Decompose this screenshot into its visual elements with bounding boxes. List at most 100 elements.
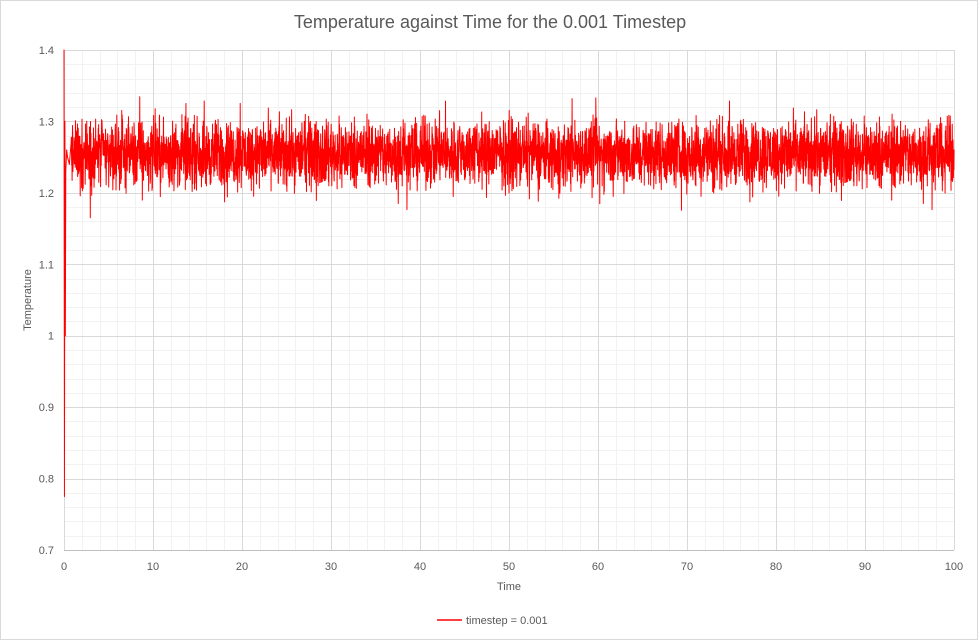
data-point [161, 163, 163, 165]
data-point [357, 156, 359, 158]
x-tick-label: 100 [945, 561, 963, 573]
data-point [66, 149, 68, 151]
data-point [277, 142, 279, 144]
data-point [410, 135, 412, 137]
data-point [579, 135, 581, 137]
data-point [125, 128, 127, 130]
data-point [508, 192, 510, 194]
data-point [820, 128, 821, 130]
data-point [294, 149, 296, 151]
y-tick-label: 1.4 [39, 45, 54, 57]
data-point [64, 120, 66, 122]
x-tick-label: 30 [325, 561, 337, 573]
data-point [239, 103, 241, 105]
data-point [748, 178, 750, 180]
y-tick-label: 1.1 [39, 259, 54, 271]
data-point [214, 128, 216, 130]
data-point [72, 170, 74, 172]
data-point [588, 163, 590, 165]
x-tick-label: 90 [859, 561, 871, 573]
data-point [446, 163, 448, 165]
data-point [90, 185, 92, 187]
data-point [926, 185, 928, 187]
data-point [68, 163, 70, 165]
data-point [704, 128, 706, 130]
data-point [455, 142, 457, 144]
data-point [722, 149, 724, 151]
data-point [152, 149, 154, 151]
data-point [953, 149, 955, 151]
data-point [179, 178, 181, 180]
data-point [223, 156, 225, 158]
data-point [900, 120, 902, 122]
data-point [250, 178, 252, 180]
data-point [713, 192, 715, 194]
data-point [339, 178, 341, 180]
data-point [686, 156, 688, 158]
data-point [232, 170, 234, 172]
series-layer [63, 49, 955, 497]
x-tick-label: 70 [681, 561, 693, 573]
legend-label: timestep = 0.001 [466, 615, 548, 627]
axis-layer: 0 10 20 30 40 50 60 70 80 90 100 0.7 0.8 0.9 1 1.1 1.2 1.… [39, 45, 963, 573]
data-point [64, 335, 66, 337]
x-tick-label: 60 [592, 561, 604, 573]
data-point [70, 142, 72, 144]
data-point [793, 163, 795, 165]
y-axis-label: Temperature [22, 269, 34, 331]
data-point [837, 170, 839, 172]
data-point [141, 199, 143, 201]
data-point [615, 156, 617, 158]
data-point [650, 163, 652, 165]
data-point [99, 135, 101, 137]
data-point [677, 142, 679, 144]
x-tick-label: 10 [147, 561, 159, 573]
data-point [544, 178, 546, 180]
data-point [668, 170, 670, 172]
data-point [633, 178, 635, 180]
data-point [65, 170, 67, 172]
data-point [624, 120, 626, 122]
data-point [490, 163, 492, 165]
data-point [197, 142, 198, 144]
data-point [731, 163, 732, 165]
data-point [241, 149, 243, 151]
data-point [259, 135, 261, 137]
data-point [873, 178, 875, 180]
data-point [570, 170, 572, 172]
data-point [695, 185, 697, 187]
legend: timestep = 0.001 [437, 615, 548, 627]
y-tick-label: 0.7 [39, 545, 54, 557]
data-point [401, 185, 403, 187]
data-point [606, 142, 608, 144]
data-point [383, 163, 385, 165]
data-point [81, 149, 83, 151]
x-axis-label: Time [497, 581, 521, 593]
data-point [348, 142, 350, 144]
chart-title: Temperature against Time for the 0.001 T… [294, 12, 686, 32]
y-tick-label: 0.9 [39, 402, 54, 414]
data-point [935, 128, 937, 130]
data-point [659, 135, 661, 137]
data-point [535, 128, 537, 130]
data-point [599, 203, 601, 205]
data-point [428, 170, 430, 172]
series-line [63, 49, 955, 497]
data-point [864, 135, 866, 137]
data-point [757, 142, 759, 144]
data-point [268, 163, 270, 165]
data-point [917, 142, 919, 144]
data-point [464, 178, 465, 180]
data-point [188, 163, 190, 165]
data-point [134, 178, 136, 180]
data-point [481, 156, 483, 158]
data-point [366, 170, 368, 172]
data-point [811, 185, 813, 187]
data-point [472, 128, 474, 130]
x-tick-label: 20 [236, 561, 248, 573]
data-point [170, 135, 172, 137]
data-point [828, 156, 830, 158]
data-point [63, 495, 65, 497]
data-point [766, 156, 768, 158]
